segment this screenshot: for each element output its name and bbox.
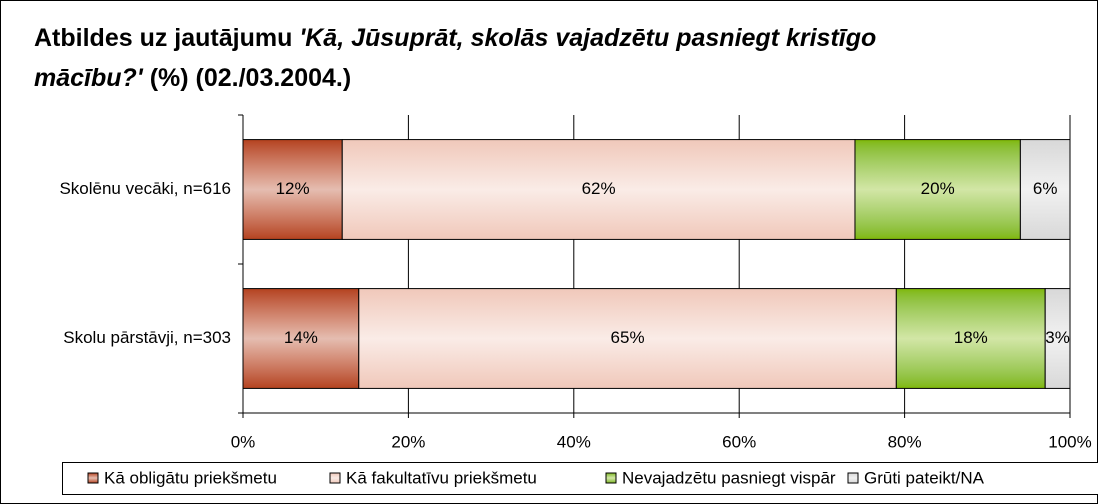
chart-title: Atbildes uz jautājumu 'Kā, Jūsuprāt, sko… (34, 18, 934, 98)
x-tick-label: 80% (888, 432, 922, 451)
data-label: 18% (954, 328, 988, 347)
legend-label: Kā fakultatīvu priekšmetu (346, 468, 537, 487)
data-label: 62% (582, 179, 616, 198)
legend-label: Grūti pateikt/NA (864, 468, 985, 487)
data-label: 20% (921, 179, 955, 198)
legend-swatch (847, 472, 859, 484)
bar-segment (242, 288, 360, 389)
bar-segment (1019, 139, 1071, 240)
x-tick-label: 60% (722, 432, 756, 451)
legend-swatch (87, 472, 99, 484)
legend-label: Nevajadzētu pasniegt vispār (622, 468, 836, 487)
title-plain: Atbildes uz jautājumu (34, 24, 293, 52)
bar-segment (242, 139, 343, 240)
legend-box (62, 462, 1098, 495)
legend-swatch (329, 472, 341, 484)
title-question: 'Kā, Jūsuprāt, skolās vajadzētu pasniegt… (34, 24, 877, 92)
data-label: 12% (276, 179, 310, 198)
data-label: 65% (611, 328, 645, 347)
legend-swatch (605, 472, 617, 484)
data-label: 6% (1033, 179, 1058, 198)
x-tick-label: 40% (557, 432, 591, 451)
data-label: 3% (1045, 328, 1070, 347)
title-suffix: (%) (02./03.2004.) (149, 64, 352, 92)
legend-label: Kā obligātu priekšmetu (104, 468, 277, 487)
data-label: 14% (284, 328, 318, 347)
y-tick-label: Skolu pārstāvji, n=303 (63, 328, 231, 347)
bar-segment (341, 139, 856, 240)
x-tick-label: 100% (1048, 432, 1091, 451)
x-tick-label: 20% (391, 432, 425, 451)
bar-segment (854, 139, 1021, 240)
y-tick-label: Skolēnu vecāki, n=616 (59, 179, 231, 198)
bar-segment (1044, 288, 1071, 389)
x-tick-label: 0% (231, 432, 256, 451)
bar-segment (895, 288, 1046, 389)
bar-segment (358, 288, 897, 389)
